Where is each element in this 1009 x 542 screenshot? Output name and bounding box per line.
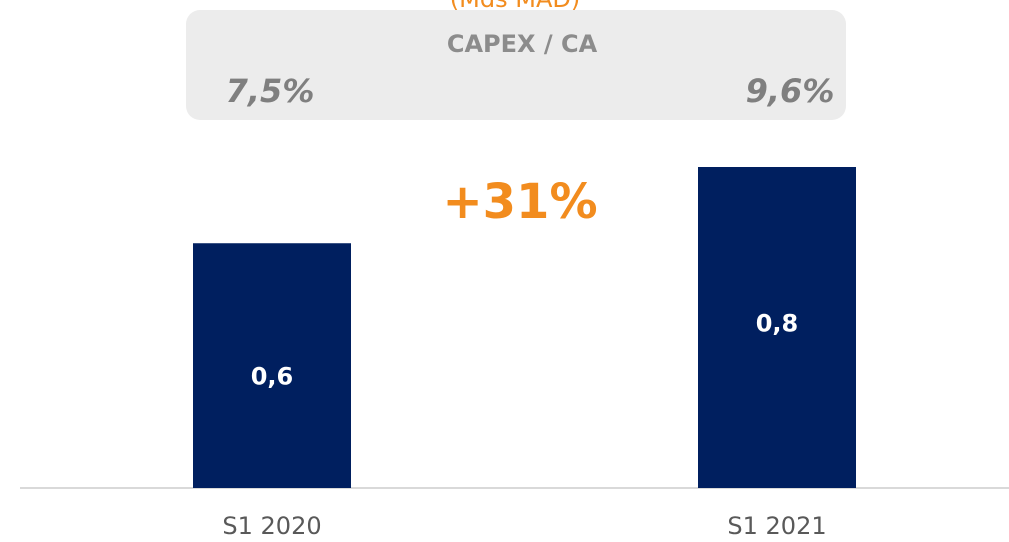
growth-annotation: +31% [442, 174, 597, 230]
bar [698, 167, 856, 488]
ratio-title: CAPEX / CA [447, 30, 598, 58]
ratio-value: 7,5% [226, 72, 315, 110]
x-tick-label: S1 2020 [222, 512, 321, 540]
x-tick-label: S1 2021 [727, 512, 826, 540]
bar-value-label: 0,6 [251, 363, 294, 391]
bar [193, 243, 351, 488]
chart-subtitle: (Mds MAD) [450, 0, 580, 13]
bar-value-label: 0,8 [756, 310, 799, 338]
ratio-value: 9,6% [746, 72, 835, 110]
ratio-box [186, 10, 846, 120]
